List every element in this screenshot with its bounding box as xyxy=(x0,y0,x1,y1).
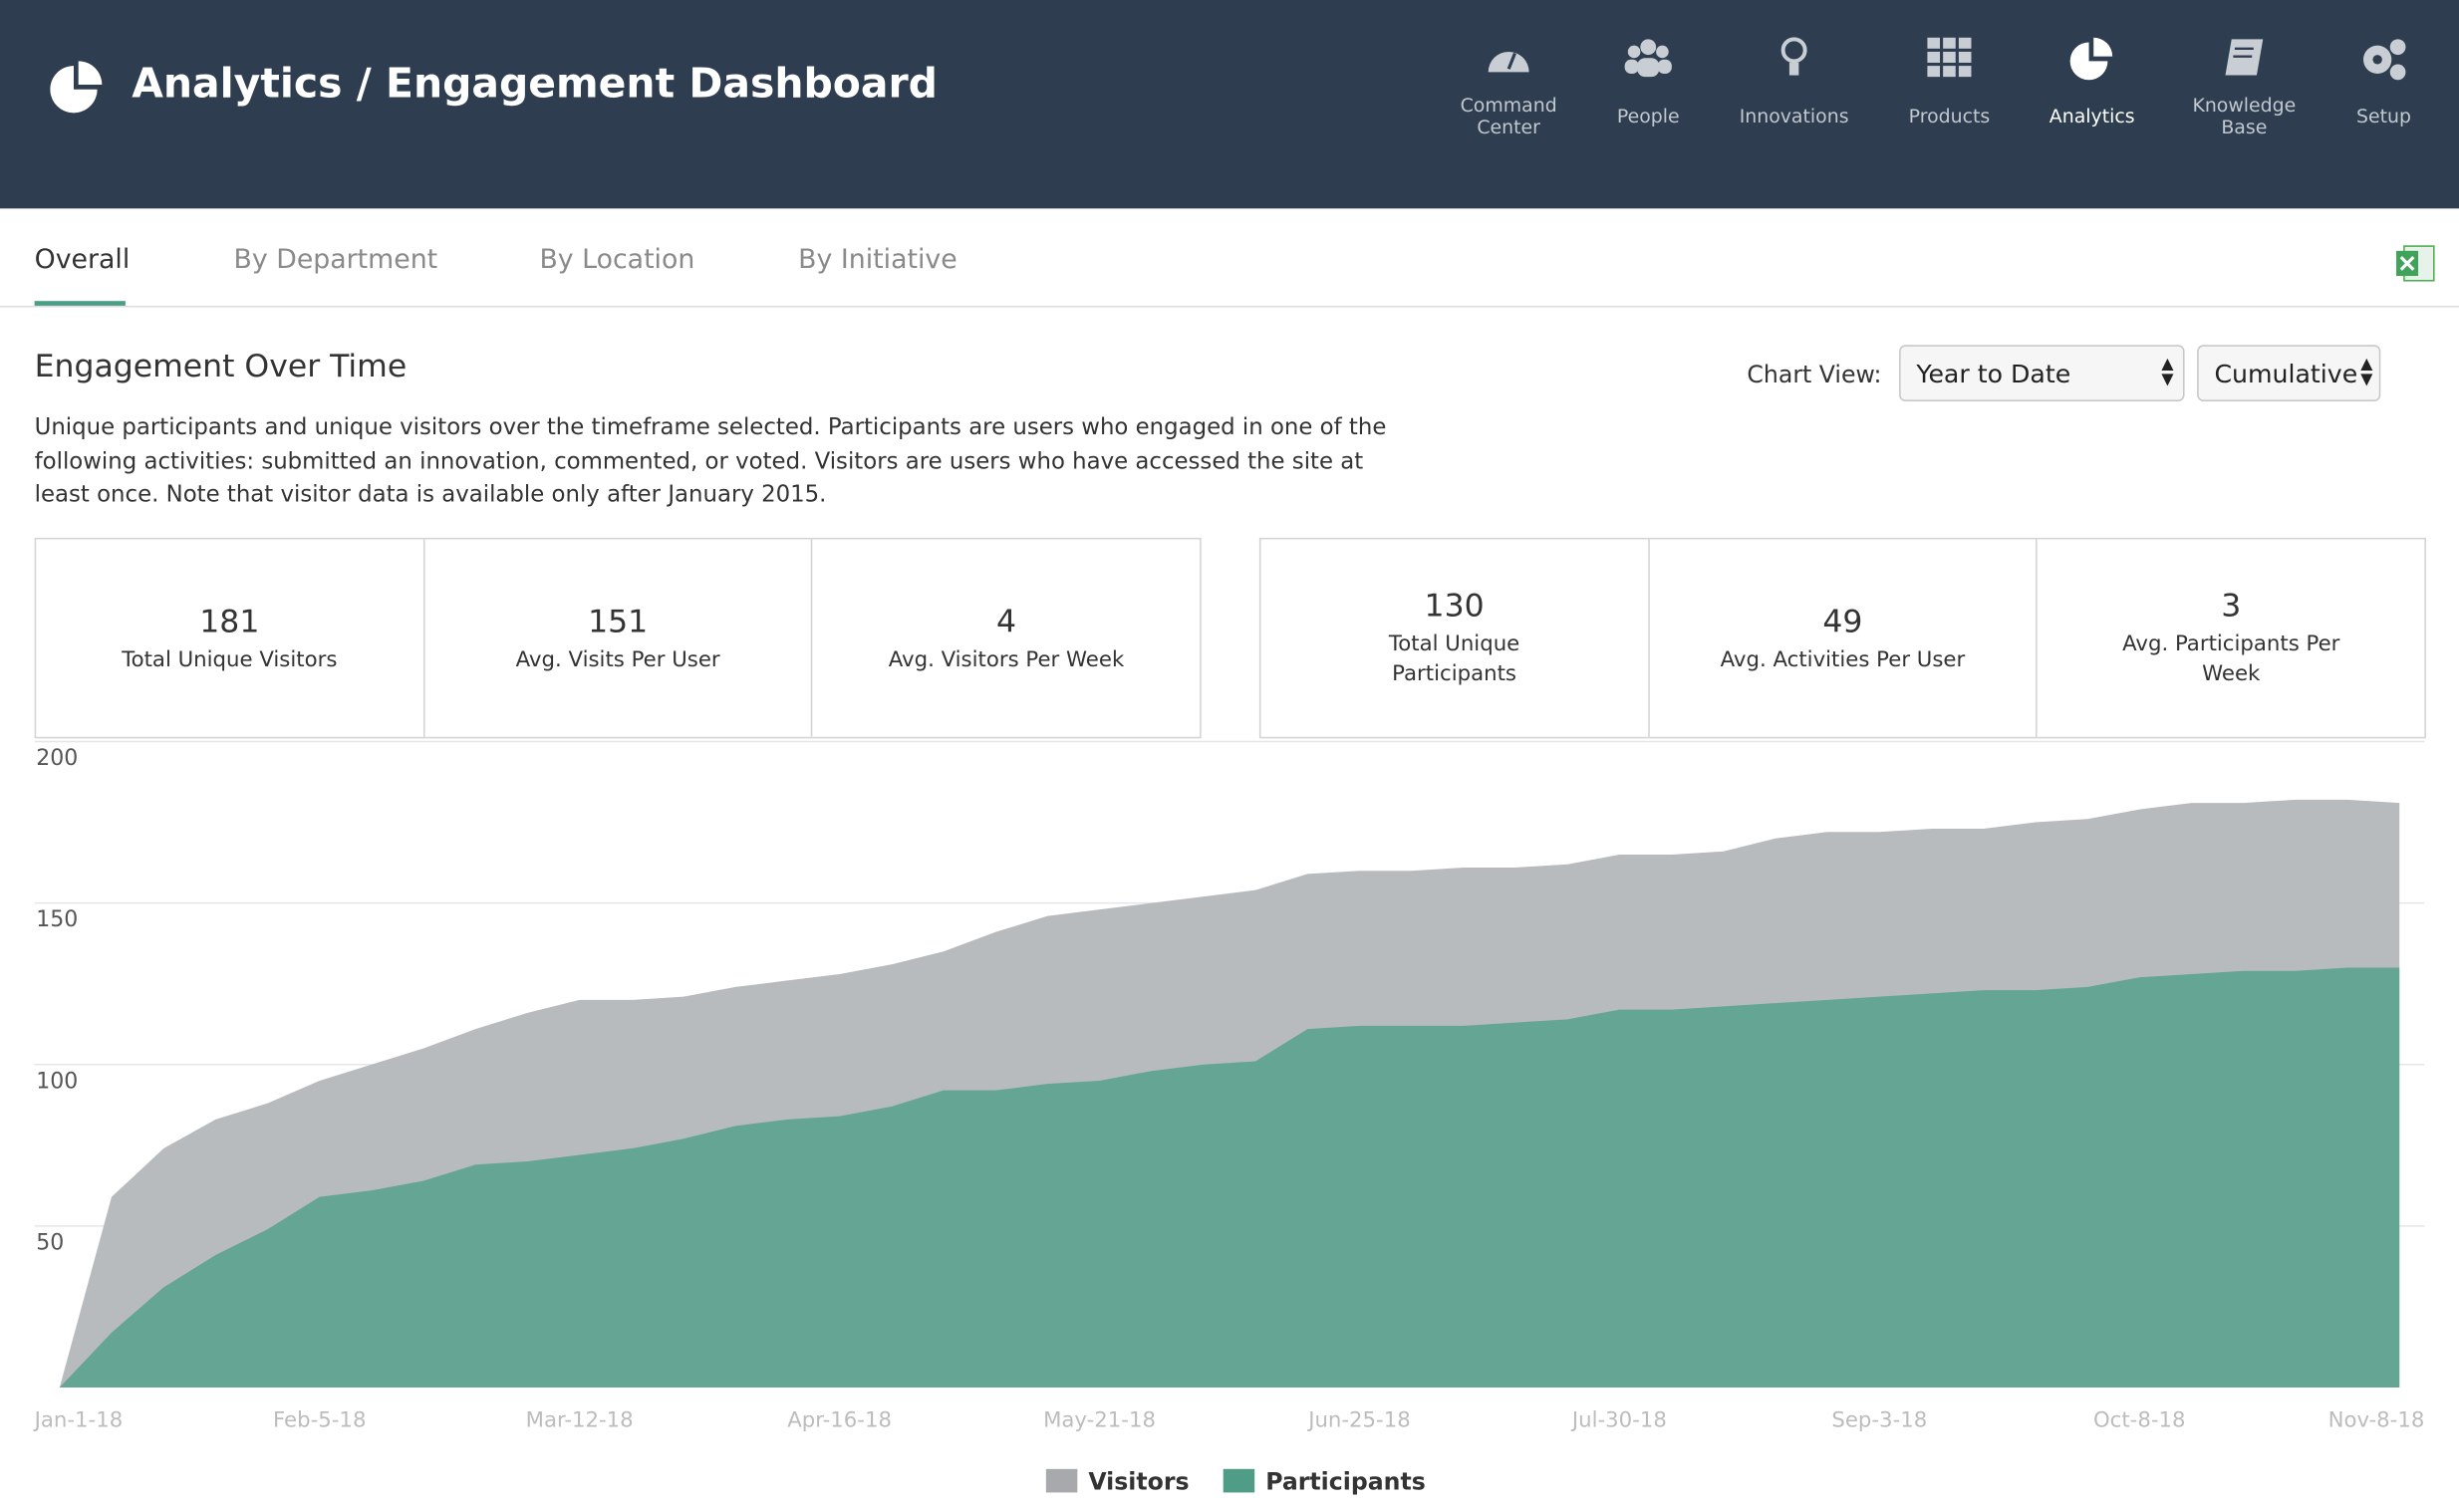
stat-cell: 49 Avg. Activities Per User xyxy=(1647,539,2037,737)
nav-icon xyxy=(1624,39,1672,78)
tab-divider xyxy=(0,305,2459,308)
mode-select[interactable]: Cumulative ▲ ▼ xyxy=(2197,345,2381,401)
excel-export[interactable] xyxy=(2394,245,2435,283)
tab[interactable]: By Location xyxy=(539,244,695,277)
stat-value: 49 xyxy=(1822,601,1863,639)
stat-label: Avg. Participants Per Week xyxy=(2122,631,2340,687)
nav-label: Setup xyxy=(2355,105,2411,127)
nav-item[interactable]: Innovations xyxy=(1708,35,1880,127)
nav-label: Analytics xyxy=(2049,105,2135,127)
stat-value: 151 xyxy=(588,601,649,639)
x-tick-label: Jul-30-18 xyxy=(1570,1407,1667,1432)
stat-label: Total Unique Participants xyxy=(1388,631,1520,687)
range-select-value: Year to Date xyxy=(1916,359,2071,389)
y-tick-label: 100 xyxy=(36,1069,78,1094)
stat-group: 130 Total Unique Participants 49 Avg. Activ… xyxy=(1258,537,2426,739)
nav-icon xyxy=(2069,37,2113,81)
nav-label: Innovations xyxy=(1739,105,1849,127)
stat-cell: 181 Total Unique Visitors xyxy=(36,539,422,736)
section-title: Engagement Over Time xyxy=(34,346,408,384)
tab[interactable]: Overall xyxy=(34,244,131,277)
x-tick-label: Sep-3-18 xyxy=(1831,1407,1927,1432)
tab-active-indicator xyxy=(34,301,126,306)
logo xyxy=(50,61,103,114)
range-select[interactable]: Year to Date ▲ ▼ xyxy=(1899,345,2185,401)
stat-label: Avg. Visits Per User xyxy=(515,646,720,672)
stat-cell: 151 Avg. Visits Per User xyxy=(422,539,811,737)
stat-cell: 3 Avg. Participants Per Week xyxy=(2036,539,2425,737)
stat-label: Avg. Activities Per User xyxy=(1720,646,1966,672)
area xyxy=(59,967,2400,1387)
tab[interactable]: By Initiative xyxy=(798,244,957,277)
nav-item[interactable]: People xyxy=(1562,35,1735,127)
tab[interactable]: By Department xyxy=(233,244,438,277)
stat-value: 4 xyxy=(995,601,1017,639)
nav-label: Command Center xyxy=(1460,94,1557,138)
nav-item[interactable]: Knowledge Base xyxy=(2158,35,2330,138)
nav-icon xyxy=(1927,37,1972,78)
stat-group: 181 Total Unique Visitors 151 Avg. Visits P… xyxy=(34,537,1202,739)
x-tick-label: May-21-18 xyxy=(1043,1407,1156,1432)
nav-item[interactable]: Products xyxy=(1863,35,2036,127)
x-tick-label: Oct-8-18 xyxy=(2093,1407,2186,1432)
y-tick-label: 200 xyxy=(36,746,78,771)
nav-item[interactable]: Setup xyxy=(2298,35,2459,127)
x-tick-label: Jun-25-18 xyxy=(1306,1407,1411,1432)
y-tick-label: 50 xyxy=(36,1230,64,1255)
x-tick-label: Mar-12-18 xyxy=(526,1407,634,1432)
legend-swatch xyxy=(1223,1468,1255,1493)
nav-icon xyxy=(2225,39,2264,76)
x-tick-label: Nov-8-18 xyxy=(2328,1407,2425,1432)
x-tick-label: Jan-1-18 xyxy=(33,1407,124,1432)
nav-label: Products xyxy=(1908,105,1991,127)
nav-item[interactable]: Analytics xyxy=(2006,35,2178,127)
nav-icon xyxy=(1780,37,1807,76)
nav-item[interactable]: Command Center xyxy=(1423,35,1595,138)
x-tick-label: Apr-16-18 xyxy=(787,1407,892,1432)
header: Analytics / Engagement Dashboard Command… xyxy=(0,0,2459,209)
legend-label: Visitors xyxy=(1088,1467,1189,1495)
stat-value: 3 xyxy=(2221,586,2242,625)
x-tick-label: Feb-5-18 xyxy=(273,1407,366,1432)
nav-icon xyxy=(2362,39,2406,81)
app-title: Analytics / Engagement Dashboard xyxy=(132,61,938,109)
stat-cell: 4 Avg. Visitors Per Week xyxy=(811,539,1200,737)
nav-label: People xyxy=(1616,105,1680,127)
chart: 50 100 150 200 Jan-1-18 Feb-5-18 Mar-12-18 Apr-… xyxy=(33,740,2425,1495)
stat-label: Total Unique Visitors xyxy=(122,646,338,672)
stat-value: 181 xyxy=(199,601,260,639)
chart-view-label: Chart View: xyxy=(1747,361,1882,389)
mode-select-value: Cumulative xyxy=(2214,359,2358,389)
nav-label: Knowledge Base xyxy=(2192,94,2297,138)
legend-label: Participants xyxy=(1265,1467,1426,1495)
legend-swatch xyxy=(1045,1468,1078,1493)
stat-value: 130 xyxy=(1424,586,1485,625)
section-description: Unique participants and unique visitors … xyxy=(34,415,1387,508)
stat-cell: 130 Total Unique Participants xyxy=(1260,539,1647,736)
y-tick-label: 150 xyxy=(36,907,78,932)
nav-icon xyxy=(1488,51,1529,73)
stat-label: Avg. Visitors Per Week xyxy=(888,646,1125,672)
